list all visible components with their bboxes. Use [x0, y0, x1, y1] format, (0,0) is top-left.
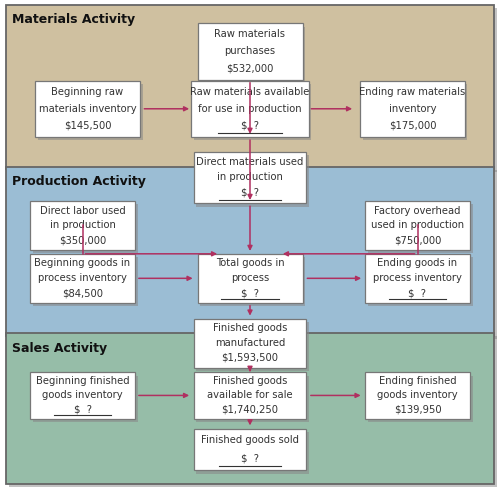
Text: Finished goods: Finished goods	[213, 376, 287, 386]
Text: Direct labor used: Direct labor used	[40, 205, 126, 216]
FancyBboxPatch shape	[362, 84, 468, 140]
Text: $145,500: $145,500	[64, 121, 111, 131]
Text: $750,000: $750,000	[394, 235, 441, 245]
Text: Ending finished: Ending finished	[378, 376, 456, 386]
Text: Direct materials used: Direct materials used	[196, 157, 304, 167]
Text: Sales Activity: Sales Activity	[12, 342, 108, 355]
FancyBboxPatch shape	[8, 336, 496, 487]
FancyBboxPatch shape	[8, 170, 496, 339]
FancyBboxPatch shape	[32, 204, 138, 253]
FancyBboxPatch shape	[365, 254, 470, 303]
FancyBboxPatch shape	[35, 80, 140, 137]
Text: inventory: inventory	[389, 104, 436, 114]
Text: Ending goods in: Ending goods in	[378, 258, 458, 269]
FancyBboxPatch shape	[6, 333, 494, 484]
FancyBboxPatch shape	[196, 322, 309, 371]
Text: process inventory: process inventory	[38, 273, 127, 283]
FancyBboxPatch shape	[198, 23, 302, 79]
FancyBboxPatch shape	[196, 432, 309, 473]
Text: $  ?: $ ?	[241, 288, 259, 298]
FancyBboxPatch shape	[360, 80, 465, 137]
Text: $1,740,250: $1,740,250	[222, 405, 278, 415]
Text: $84,500: $84,500	[62, 288, 103, 298]
FancyBboxPatch shape	[30, 254, 135, 303]
FancyBboxPatch shape	[194, 428, 306, 470]
FancyBboxPatch shape	[200, 257, 305, 306]
Text: Total goods in: Total goods in	[216, 258, 284, 269]
Text: Beginning finished: Beginning finished	[36, 376, 130, 386]
FancyBboxPatch shape	[194, 84, 311, 140]
FancyBboxPatch shape	[365, 372, 470, 418]
FancyBboxPatch shape	[6, 167, 494, 336]
Text: $350,000: $350,000	[59, 235, 106, 245]
FancyBboxPatch shape	[368, 257, 472, 306]
Text: $139,950: $139,950	[394, 405, 442, 415]
FancyBboxPatch shape	[194, 318, 306, 368]
Text: Raw materials: Raw materials	[214, 29, 286, 39]
Text: purchases: purchases	[224, 47, 276, 56]
Text: in production: in production	[217, 172, 283, 182]
Text: Production Activity: Production Activity	[12, 175, 146, 188]
Text: goods inventory: goods inventory	[42, 391, 123, 400]
FancyBboxPatch shape	[196, 375, 309, 422]
FancyBboxPatch shape	[368, 375, 472, 422]
Text: $  ?: $ ?	[241, 453, 259, 464]
FancyBboxPatch shape	[365, 201, 470, 250]
Text: process inventory: process inventory	[373, 273, 462, 283]
Text: $  ?: $ ?	[241, 188, 259, 198]
FancyBboxPatch shape	[32, 257, 138, 306]
Text: Materials Activity: Materials Activity	[12, 13, 136, 26]
Text: $1,593,500: $1,593,500	[222, 353, 278, 363]
Text: in production: in production	[50, 220, 116, 230]
FancyBboxPatch shape	[8, 8, 496, 172]
Text: manufactured: manufactured	[215, 338, 285, 348]
Text: Ending raw materials: Ending raw materials	[360, 87, 466, 97]
Text: $  ?: $ ?	[74, 405, 92, 415]
FancyBboxPatch shape	[38, 84, 142, 140]
FancyBboxPatch shape	[6, 5, 494, 169]
Text: Finished goods sold: Finished goods sold	[201, 435, 299, 445]
FancyBboxPatch shape	[194, 372, 306, 418]
FancyBboxPatch shape	[194, 152, 306, 203]
Text: Raw materials available: Raw materials available	[190, 87, 310, 97]
Text: goods inventory: goods inventory	[377, 391, 458, 400]
Text: for use in production: for use in production	[198, 104, 302, 114]
Text: Beginning goods in: Beginning goods in	[34, 258, 130, 269]
Text: Finished goods: Finished goods	[213, 323, 287, 333]
Text: materials inventory: materials inventory	[38, 104, 136, 114]
Text: Factory overhead: Factory overhead	[374, 205, 461, 216]
Text: available for sale: available for sale	[207, 391, 293, 400]
Text: process: process	[231, 273, 269, 283]
Text: used in production: used in production	[371, 220, 464, 230]
Text: $175,000: $175,000	[389, 121, 436, 131]
FancyBboxPatch shape	[196, 155, 309, 207]
FancyBboxPatch shape	[200, 26, 305, 83]
Text: $  ?: $ ?	[408, 288, 426, 298]
Text: Beginning raw: Beginning raw	[52, 87, 124, 97]
FancyBboxPatch shape	[30, 372, 135, 418]
Text: $  ?: $ ?	[241, 121, 259, 131]
FancyBboxPatch shape	[32, 375, 138, 422]
FancyBboxPatch shape	[191, 80, 308, 137]
FancyBboxPatch shape	[30, 201, 135, 250]
FancyBboxPatch shape	[368, 204, 472, 253]
FancyBboxPatch shape	[198, 254, 302, 303]
Text: $532,000: $532,000	[226, 64, 274, 74]
